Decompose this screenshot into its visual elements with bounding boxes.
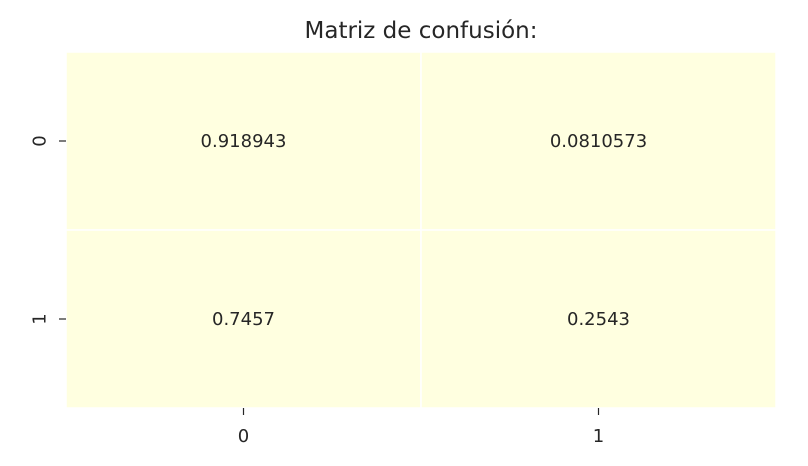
y-tick-label-0: 0 xyxy=(30,135,51,146)
chart-title: Matriz de confusión: xyxy=(305,18,538,44)
cell-value-label-0-0: 0.918943 xyxy=(201,131,287,152)
cell-value-label-1-0: 0.7457 xyxy=(212,309,275,330)
y-tick-label-1: 1 xyxy=(30,313,51,324)
heatmap-cell-1-1 xyxy=(420,229,777,409)
heatmap-value-labels: 0.918943 0.0810573 0.7457 0.2543 xyxy=(201,131,648,330)
heatmap-cell-1-0 xyxy=(65,229,422,409)
x-tick-label-0: 0 xyxy=(238,426,249,447)
cell-value-label-0-1: 0.0810573 xyxy=(550,131,647,152)
heatmap-cells xyxy=(65,51,777,409)
heatmap-cell-0-1 xyxy=(420,51,777,231)
y-axis: 01 xyxy=(30,135,66,325)
x-tick-label-1: 1 xyxy=(593,426,604,447)
heatmap-cell-0-0 xyxy=(65,51,422,231)
cell-value-label-1-1: 0.2543 xyxy=(567,309,630,330)
